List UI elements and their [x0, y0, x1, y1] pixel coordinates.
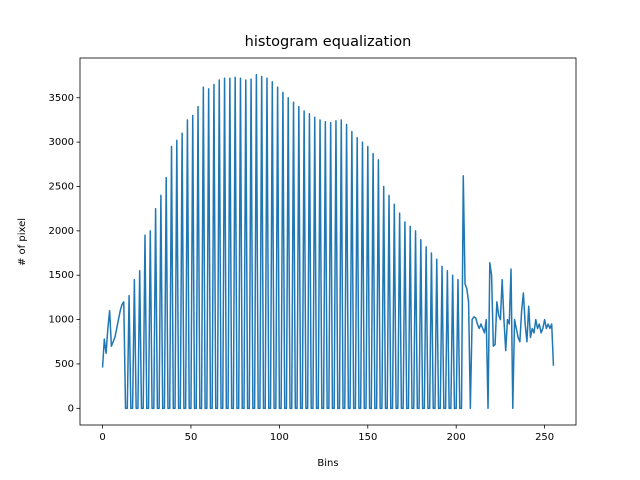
- y-tick-label: 3000: [49, 137, 74, 148]
- y-tick-label: 1500: [49, 270, 74, 281]
- y-tick-label: 2500: [49, 181, 74, 192]
- data-line: [101, 73, 555, 410]
- y-tick-label: 3500: [49, 93, 74, 104]
- y-tick-label: 0: [68, 403, 74, 414]
- x-tick-label: 50: [185, 432, 198, 443]
- chart-title: histogram equalization: [245, 34, 412, 50]
- x-tick-label: 100: [270, 432, 289, 443]
- y-axis-label: # of pixel: [17, 218, 28, 266]
- x-tick-label: 250: [535, 432, 554, 443]
- plot-frame: [79, 57, 577, 426]
- x-tick-label: 0: [99, 432, 105, 443]
- x-tick-label: 200: [447, 432, 466, 443]
- y-tick-label: 500: [55, 359, 74, 370]
- x-axis-label: Bins: [317, 458, 338, 469]
- y-tick-label: 1000: [49, 315, 74, 326]
- y-tick-label: 2000: [49, 226, 74, 237]
- x-tick-label: 150: [358, 432, 377, 443]
